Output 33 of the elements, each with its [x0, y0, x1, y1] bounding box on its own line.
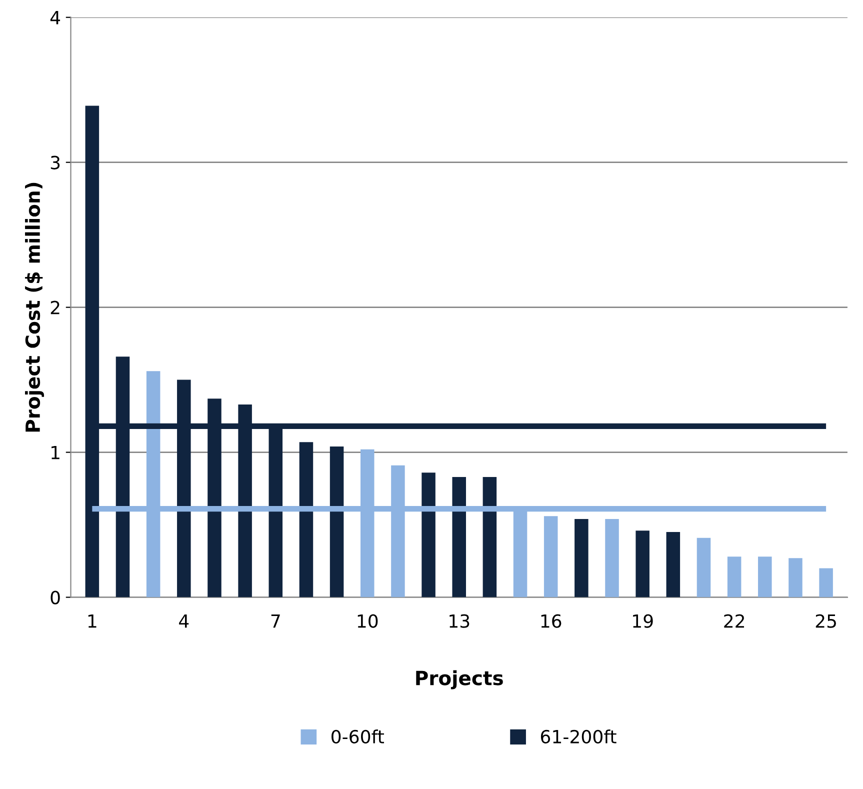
bar	[452, 476, 466, 598]
bar	[422, 472, 436, 598]
bar	[696, 538, 711, 598]
bar	[636, 530, 650, 598]
legend-label: 0-60ft	[332, 730, 384, 744]
y-axis-title: Project Cost ($ million)	[25, 182, 44, 432]
x-axis-title: Projects	[416, 670, 503, 690]
x-tick-label: 16	[541, 614, 562, 628]
x-tick-label: 13	[450, 614, 470, 628]
bar	[482, 476, 497, 598]
bar	[299, 442, 314, 598]
bar	[666, 532, 680, 598]
x-tick-label: 19	[633, 614, 653, 628]
x-tick-label: 25	[816, 614, 836, 628]
bar	[574, 518, 588, 598]
bar	[819, 568, 833, 598]
legend-label: 61-200ft	[540, 730, 616, 744]
bar	[727, 556, 742, 598]
x-tick-label: 10	[358, 614, 378, 628]
x-tick-label: 1	[88, 614, 96, 628]
y-tick-label: 4	[50, 11, 60, 24]
y-tick-label: 1	[52, 446, 60, 460]
x-tick-label: 4	[179, 614, 189, 628]
x-tick-label: 22	[724, 614, 744, 628]
bar	[788, 558, 802, 598]
bar	[330, 446, 344, 598]
bar	[758, 556, 772, 598]
y-tick-label: 3	[50, 156, 60, 170]
y-tick-label: 0	[50, 590, 60, 604]
x-tick-label: 7	[271, 614, 280, 628]
y-tick-label: 2	[50, 300, 60, 314]
bar	[544, 516, 558, 598]
bar	[605, 518, 619, 598]
